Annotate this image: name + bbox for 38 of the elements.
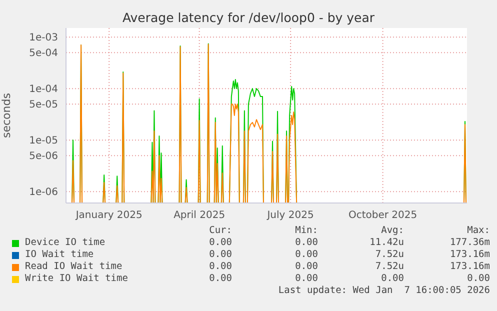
text: 0.00 (294, 249, 318, 261)
x-tick-label: April 2025 (174, 210, 226, 222)
x-tick-label: October 2025 (348, 210, 418, 222)
legend-label: Device IO time (24, 237, 106, 249)
y-tick-label: 5e-05 (29, 100, 58, 111)
text: 173.16m (448, 261, 490, 273)
y-axis-title: seconds (0, 92, 13, 138)
x-tick-label: July 2025 (266, 210, 314, 222)
y-tick-label: 5e-04 (29, 48, 58, 60)
legend-label: Read IO Wait time (24, 261, 124, 273)
x-tick-label: January 2025 (74, 210, 142, 222)
y-tick-label: 5e-06 (29, 151, 58, 162)
text: 0.00 (294, 261, 318, 273)
text: 0.00 (208, 249, 232, 261)
chart-title: Average latency for /dev/loop0 - by year (121, 10, 376, 25)
text: 173.16m (448, 249, 490, 261)
y-tick-label: 1e-03 (29, 32, 58, 44)
y-tick-label: 1e-06 (29, 187, 58, 198)
text: 0.00 (208, 261, 232, 273)
text: Cur: (208, 225, 232, 237)
legend-label: Write IO Wait time (24, 273, 129, 285)
text: 7.52u (374, 261, 404, 273)
text: 0.00 (294, 237, 318, 249)
text: Min: (294, 225, 318, 237)
text: 0.00 (208, 237, 232, 249)
y-tick-label: 1e-04 (29, 84, 58, 96)
text: 0.00 (380, 273, 404, 285)
text: 11.42u (368, 237, 404, 249)
legend-label: IO Wait time (24, 249, 95, 261)
text: Last update: Wed Jan 7 16:00:05 2026 (277, 285, 490, 297)
text: 7.52u (374, 249, 404, 261)
text: 0.00 (466, 273, 490, 285)
text: Max: (466, 225, 490, 237)
text: 177.36m (448, 237, 490, 249)
y-tick-label: 1e-05 (29, 136, 58, 147)
text: 0.00 (208, 273, 232, 285)
text: 0.00 (294, 273, 318, 285)
text: Avg: (380, 225, 404, 237)
